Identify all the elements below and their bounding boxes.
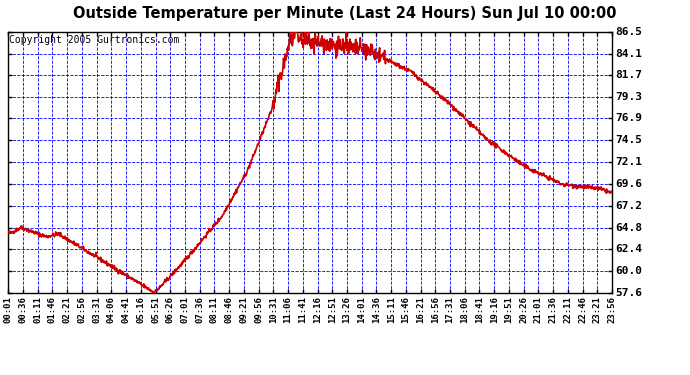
Text: 76.9: 76.9 <box>615 114 642 123</box>
Text: 16:21: 16:21 <box>416 296 425 323</box>
Text: 69.6: 69.6 <box>615 179 642 189</box>
Text: 19:16: 19:16 <box>490 296 499 323</box>
Text: 81.7: 81.7 <box>615 70 642 80</box>
Text: 21:01: 21:01 <box>534 296 543 323</box>
Text: 09:56: 09:56 <box>254 296 263 323</box>
Text: 02:21: 02:21 <box>63 296 72 323</box>
Text: 01:11: 01:11 <box>33 296 42 323</box>
Text: 00:36: 00:36 <box>19 296 28 323</box>
Text: 00:01: 00:01 <box>3 296 13 323</box>
Text: 21:36: 21:36 <box>549 296 558 323</box>
Text: 22:11: 22:11 <box>563 296 572 323</box>
Text: 11:41: 11:41 <box>298 296 307 323</box>
Text: 14:01: 14:01 <box>357 296 366 323</box>
Text: 03:31: 03:31 <box>92 296 101 323</box>
Text: 10:31: 10:31 <box>269 296 278 323</box>
Text: 84.1: 84.1 <box>615 48 642 58</box>
Text: 15:46: 15:46 <box>402 296 411 323</box>
Text: 14:36: 14:36 <box>372 296 381 323</box>
Text: 16:56: 16:56 <box>431 296 440 323</box>
Text: 86.5: 86.5 <box>615 27 642 37</box>
Text: 20:26: 20:26 <box>519 296 528 323</box>
Text: 07:01: 07:01 <box>181 296 190 323</box>
Text: 23:56: 23:56 <box>607 296 617 323</box>
Text: 08:11: 08:11 <box>210 296 219 323</box>
Text: 12:16: 12:16 <box>313 296 322 323</box>
Text: Copyright 2005 Gurtronics.com: Copyright 2005 Gurtronics.com <box>9 34 179 45</box>
Text: 60.0: 60.0 <box>615 266 642 276</box>
Text: 01:46: 01:46 <box>48 296 57 323</box>
Text: 02:56: 02:56 <box>77 296 86 323</box>
Text: 57.6: 57.6 <box>615 288 642 297</box>
Text: 09:21: 09:21 <box>239 296 248 323</box>
Text: 11:06: 11:06 <box>284 296 293 323</box>
Text: 05:51: 05:51 <box>151 296 160 323</box>
Text: 12:51: 12:51 <box>328 296 337 323</box>
Text: 07:36: 07:36 <box>195 296 204 323</box>
Text: 08:46: 08:46 <box>225 296 234 323</box>
Text: 74.5: 74.5 <box>615 135 642 145</box>
Text: 18:06: 18:06 <box>460 296 469 323</box>
Text: 23:21: 23:21 <box>593 296 602 323</box>
Text: 04:41: 04:41 <box>121 296 130 323</box>
Text: Outside Temperature per Minute (Last 24 Hours) Sun Jul 10 00:00: Outside Temperature per Minute (Last 24 … <box>73 6 617 21</box>
Text: 67.2: 67.2 <box>615 201 642 211</box>
Text: 22:46: 22:46 <box>578 296 587 323</box>
Text: 06:26: 06:26 <box>166 296 175 323</box>
Text: 13:26: 13:26 <box>342 296 351 323</box>
Text: 19:51: 19:51 <box>504 296 513 323</box>
Text: 62.4: 62.4 <box>615 244 642 254</box>
Text: 72.1: 72.1 <box>615 157 642 167</box>
Text: 05:16: 05:16 <box>137 296 146 323</box>
Text: 79.3: 79.3 <box>615 92 642 102</box>
Text: 15:11: 15:11 <box>386 296 395 323</box>
Text: 17:31: 17:31 <box>446 296 455 323</box>
Text: 18:41: 18:41 <box>475 296 484 323</box>
Text: 04:06: 04:06 <box>107 296 116 323</box>
Text: 64.8: 64.8 <box>615 223 642 232</box>
